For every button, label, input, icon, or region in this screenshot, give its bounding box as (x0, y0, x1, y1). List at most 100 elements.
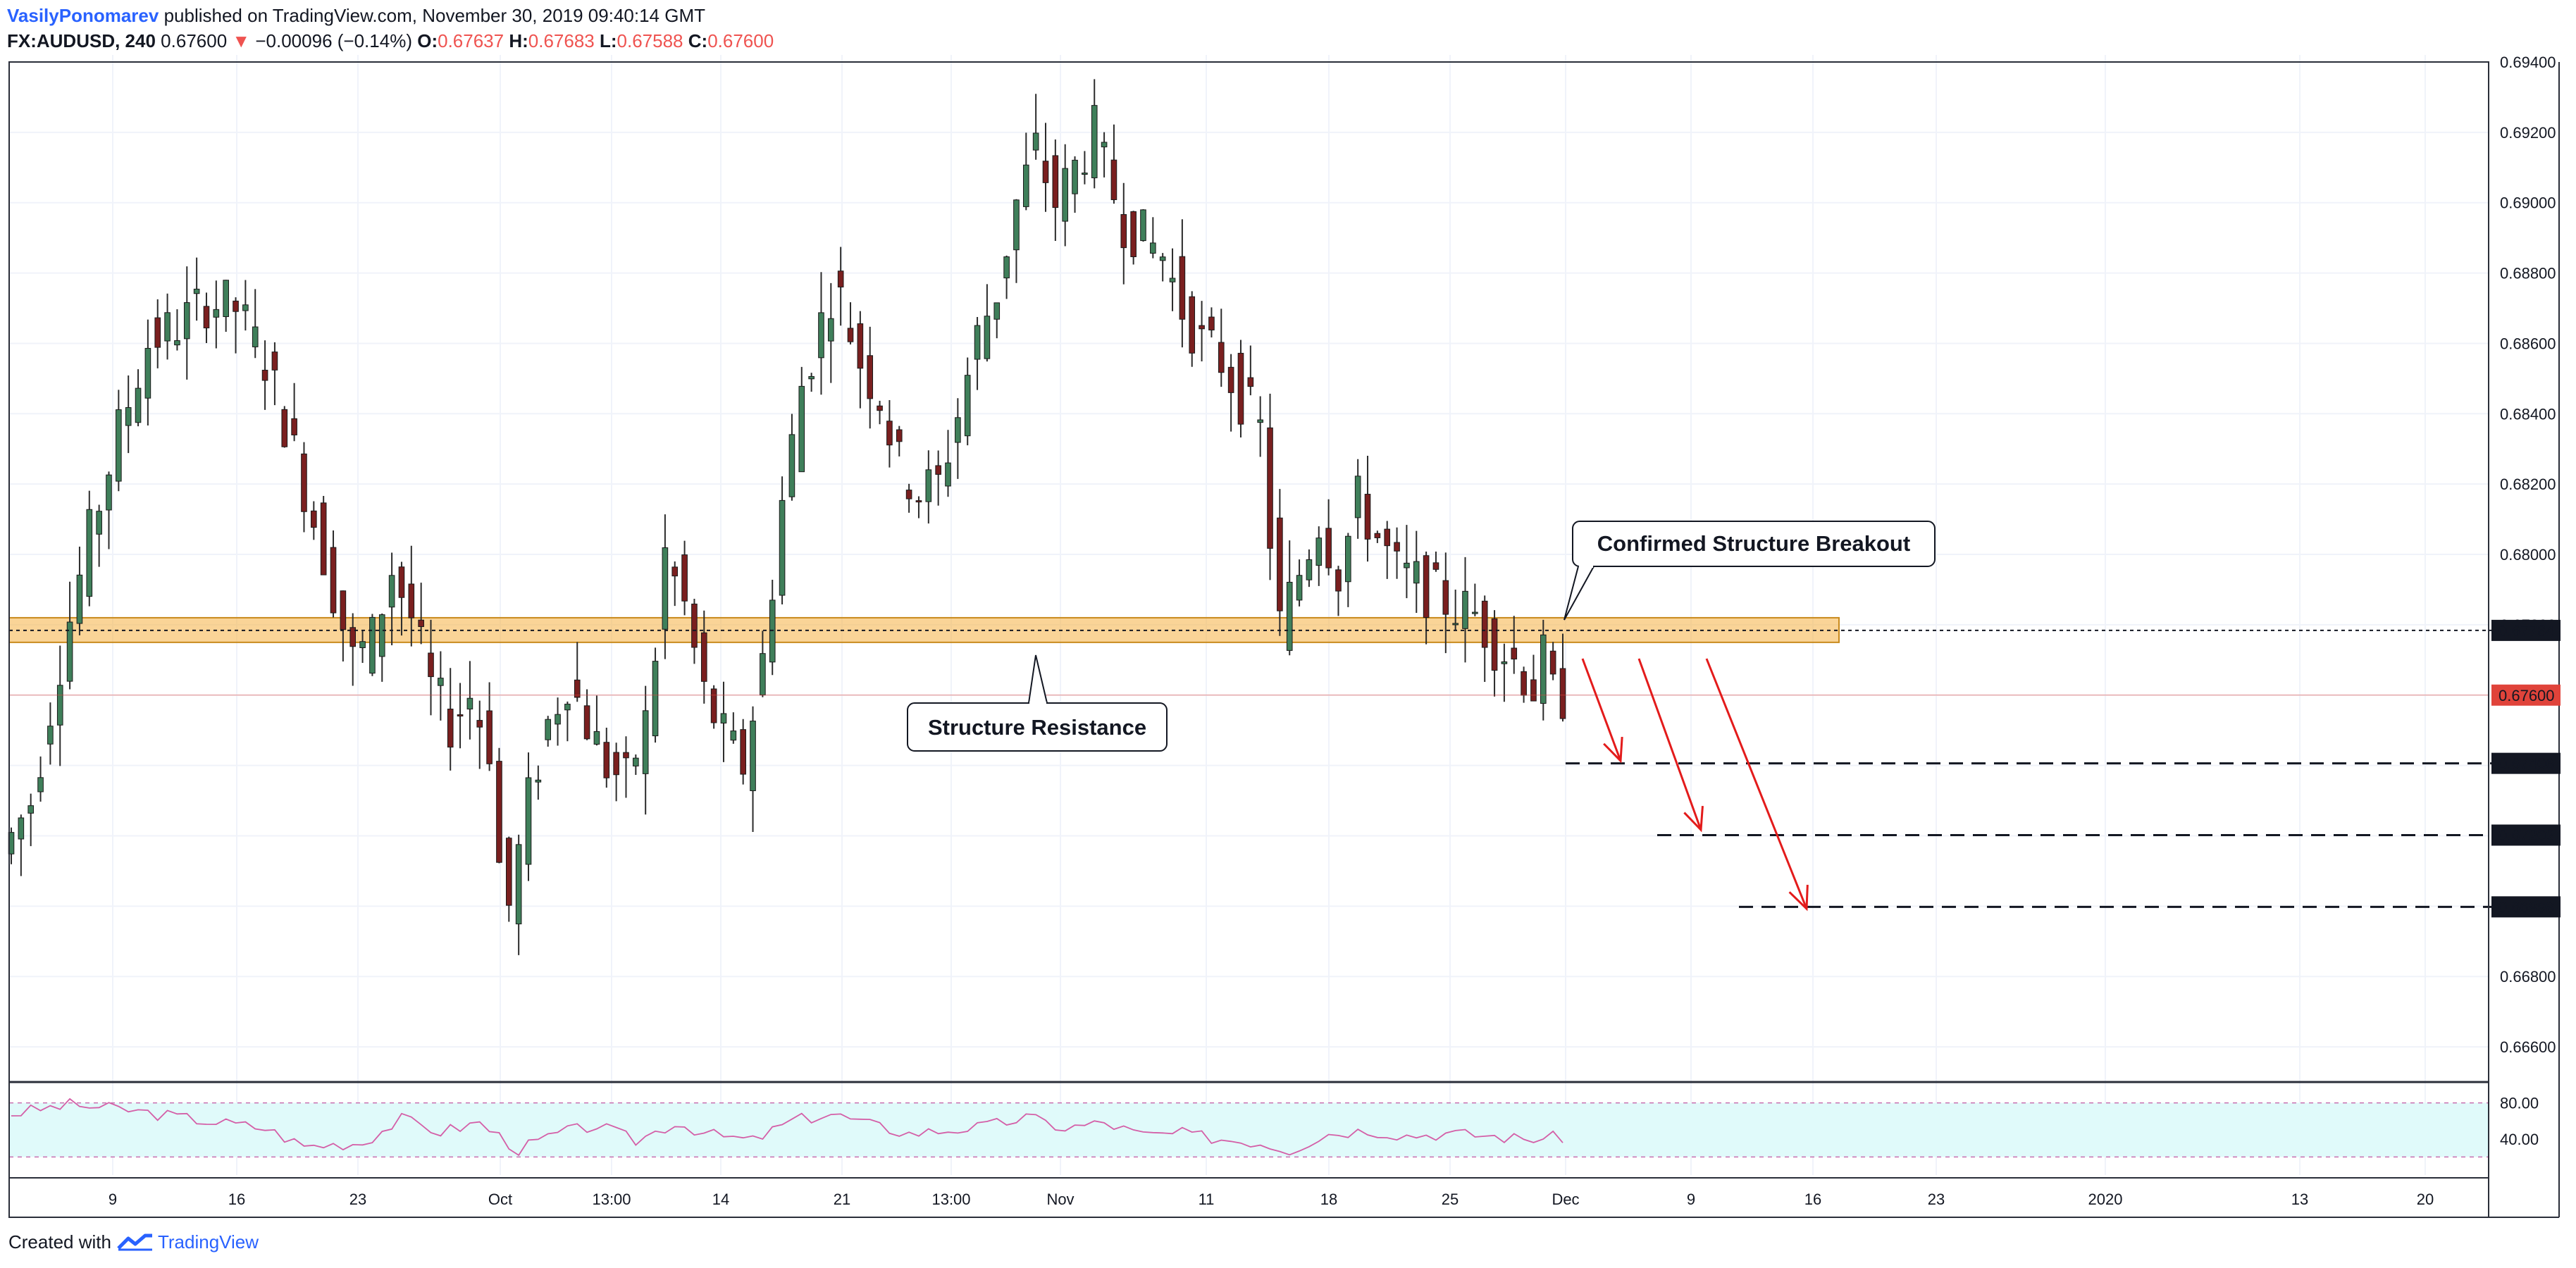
candle-down (1394, 542, 1400, 552)
time-tick-label: 18 (1320, 1191, 1337, 1208)
candle-down (1042, 161, 1049, 183)
candle-up (1345, 535, 1351, 583)
candle-down (271, 352, 278, 371)
candle-down (1130, 211, 1137, 258)
price-tick-label: 0.68400 (2500, 405, 2556, 423)
candle-up (633, 757, 639, 766)
candle-down (1374, 533, 1381, 538)
candle-down (905, 490, 912, 499)
candle-up (984, 316, 991, 359)
candle-down (1432, 562, 1439, 570)
candle-up (1404, 562, 1410, 568)
candle-down (1179, 256, 1186, 320)
candle-up (525, 777, 532, 865)
candle-down (867, 355, 874, 399)
candle-up (96, 511, 102, 535)
candle-up (1462, 590, 1468, 629)
breakout-callout[interactable]: Confirmed Structure Breakout (1563, 521, 1936, 621)
time-tick-label: 14 (712, 1191, 729, 1208)
resistance-callout[interactable]: Structure Resistance (907, 654, 1168, 752)
candle-down (261, 369, 268, 381)
candle-up (378, 614, 385, 657)
candle-down (1491, 618, 1498, 671)
candle-up (993, 302, 1001, 320)
time-axis[interactable]: 9 16 23 Oct 13:00 14 21 13:00 Nov 11 18 25 Dec 9 16 23 2… (109, 1191, 2434, 1208)
candle-up (213, 309, 220, 318)
candle-up (779, 499, 786, 596)
close-label: C: (688, 30, 708, 51)
candle-up (1315, 537, 1323, 566)
breakout-callout-text: Confirmed Structure Breakout (1597, 531, 1910, 556)
price-axis[interactable]: 0.69400 0.69200 0.69000 0.68800 0.68600 0.684… (2491, 54, 2560, 1148)
candle-up (56, 685, 63, 726)
candle-up (1159, 256, 1166, 261)
candle-up (974, 325, 981, 360)
candle-up (798, 385, 805, 473)
author-link[interactable]: VasilyPonomarev (7, 5, 159, 26)
candle-up (750, 721, 756, 791)
price-tick-label: 0.66800 (2500, 968, 2556, 986)
time-tick-label: 13:00 (592, 1191, 631, 1208)
candle-up (1013, 199, 1020, 251)
candle-down (583, 705, 590, 740)
candle-up (955, 417, 961, 443)
candle-down (340, 590, 347, 630)
candle-down (1511, 647, 1518, 660)
time-tick-label: 2020 (2088, 1191, 2123, 1208)
candle-down (311, 510, 317, 528)
tradingview-link[interactable]: TradingView (157, 1231, 259, 1253)
candle-up (545, 719, 552, 740)
time-tick-label: Dec (1552, 1191, 1579, 1208)
time-tick-label: 20 (2417, 1191, 2434, 1208)
rsi-band (9, 1102, 2489, 1157)
close-value: 0.67600 (707, 30, 774, 51)
candle-down (1052, 155, 1059, 209)
candle-down (1530, 679, 1537, 702)
footer: Created with TradingView (8, 1229, 259, 1255)
candle-down (1247, 377, 1254, 387)
candle-up (1101, 142, 1108, 148)
candle-down (603, 742, 610, 778)
candle-up (242, 304, 249, 311)
candle-down (476, 720, 483, 728)
candle-up (438, 678, 444, 686)
candle-down (1208, 316, 1215, 330)
candle-down (1267, 427, 1273, 549)
candle-up (183, 302, 190, 340)
low-label: L: (599, 30, 617, 51)
candle-up (1150, 242, 1156, 254)
candle-up (1032, 132, 1039, 151)
candle-down (857, 323, 864, 369)
resistance-zone (8, 616, 1840, 643)
candle-up (1140, 209, 1146, 242)
price-tick-label: 0.68800 (2500, 265, 2556, 282)
candle-up (466, 697, 473, 710)
candle-down (408, 583, 415, 619)
projection-arrowhead (1603, 736, 1623, 764)
chart-header: VasilyPonomarev published on TradingView… (7, 3, 774, 54)
level-price-label: 0.66998 (2498, 898, 2555, 916)
candle-down (877, 405, 883, 411)
candle-up (925, 469, 932, 502)
time-tick-label: 16 (228, 1191, 245, 1208)
level-price-tag (2491, 619, 2560, 641)
candle-down (1120, 214, 1127, 249)
last-price-tag (2491, 684, 2560, 706)
candle-down (291, 418, 297, 435)
symbol-label[interactable]: FX:AUDUSD, 240 (7, 30, 156, 51)
candle-down (1384, 528, 1391, 547)
candle-up (1062, 168, 1069, 222)
candle-up (730, 731, 737, 741)
candle-down (1364, 494, 1371, 540)
candle-up (828, 318, 834, 342)
price-change: −0.00096 (−0.14%) (255, 30, 412, 51)
candle-down (398, 566, 405, 598)
candle-down (671, 566, 679, 577)
chart-frame (8, 61, 2560, 1218)
level-price-tag (2491, 824, 2560, 846)
candle-up (593, 731, 600, 745)
candle-down (1335, 569, 1342, 592)
candle-up (652, 661, 659, 737)
candle-down (1521, 671, 1527, 696)
